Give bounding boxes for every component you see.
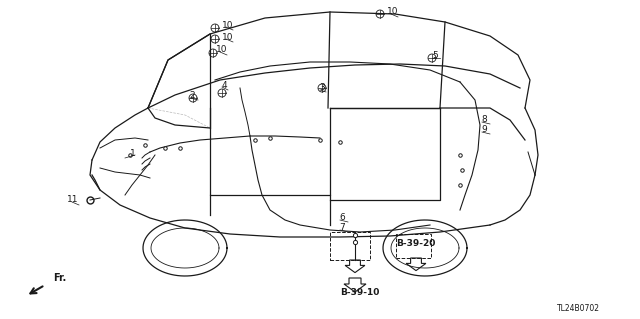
Text: 9: 9 [481,125,487,135]
Text: 10: 10 [222,20,234,29]
Text: 3: 3 [319,84,325,93]
Text: 2: 2 [189,91,195,100]
Text: 1: 1 [130,149,136,158]
Text: TL24B0702: TL24B0702 [557,304,600,313]
Text: 10: 10 [216,46,228,55]
Text: 11: 11 [67,196,79,204]
Text: B-39-10: B-39-10 [340,288,380,297]
Text: 8: 8 [481,115,487,124]
Text: 7: 7 [339,224,345,233]
Text: B-39-20: B-39-20 [396,239,435,248]
Text: 10: 10 [222,33,234,41]
Text: 10: 10 [387,8,399,17]
Text: Fr.: Fr. [53,273,67,283]
Text: 4: 4 [221,80,227,90]
Text: 5: 5 [432,51,438,61]
Text: 6: 6 [339,213,345,222]
